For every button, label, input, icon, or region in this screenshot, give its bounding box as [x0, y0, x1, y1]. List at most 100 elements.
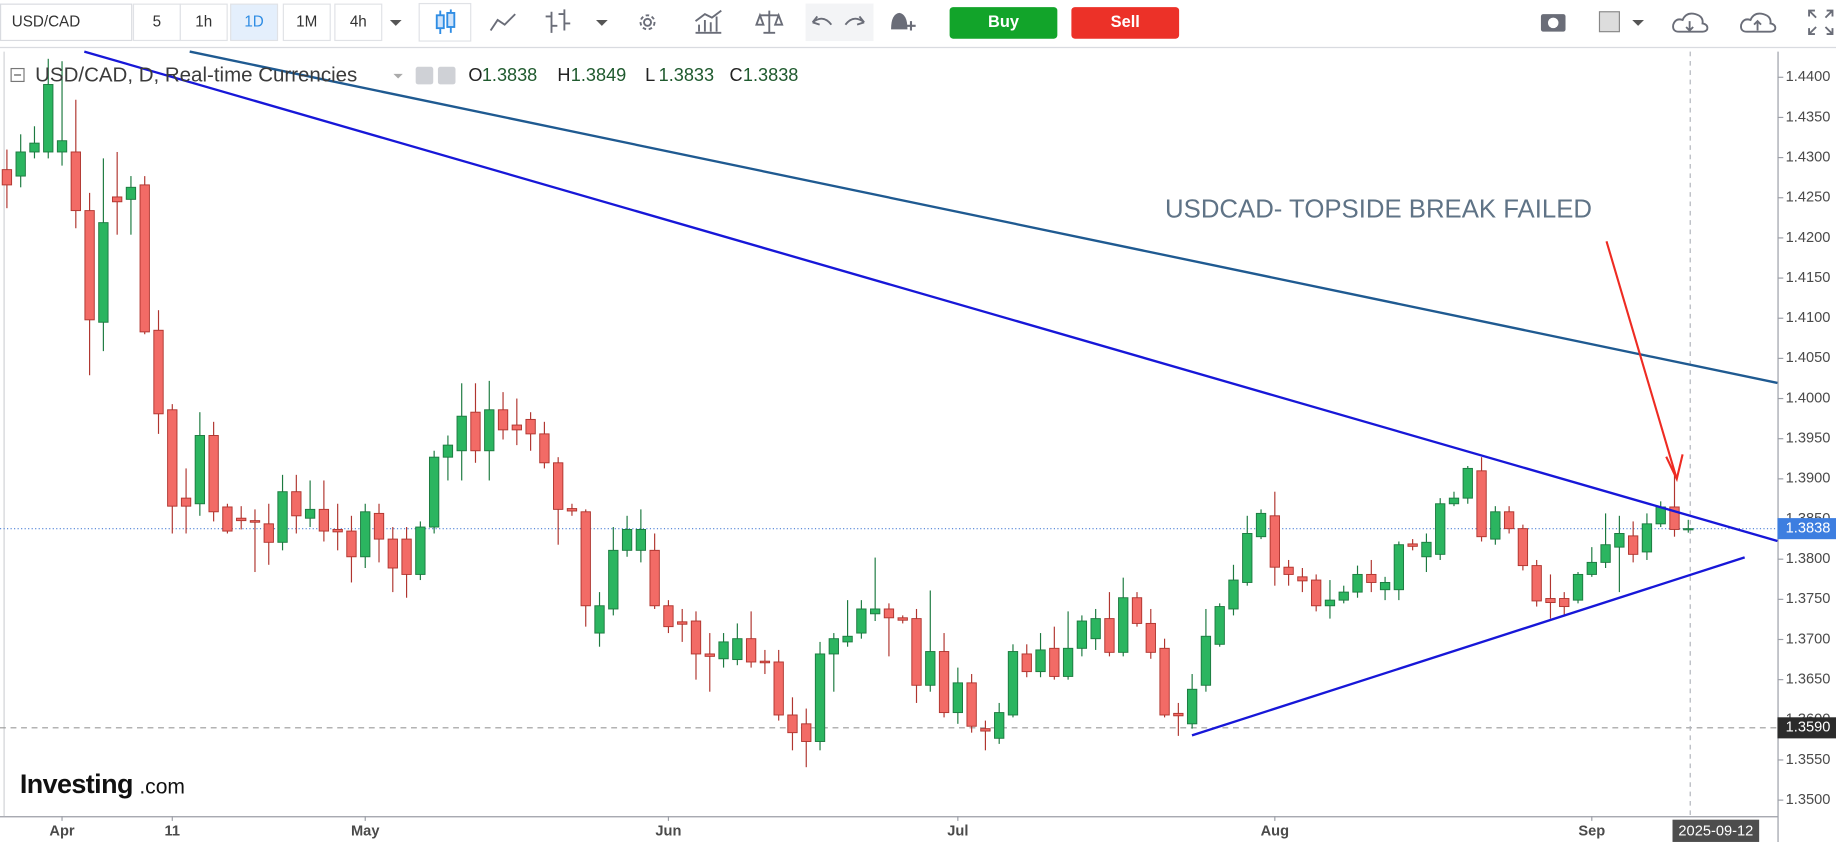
buy-label[interactable]: Buy — [988, 13, 1020, 31]
interval-button[interactable] — [334, 3, 383, 42]
interval-button[interactable] — [179, 3, 228, 42]
y-tick-label: 1.4350 — [1786, 109, 1831, 125]
candle-body — [677, 621, 688, 625]
camera-lens — [1547, 17, 1559, 29]
candle-body — [925, 651, 936, 686]
eye-icon[interactable] — [415, 66, 434, 85]
y-tick-label: 1.3900 — [1786, 471, 1831, 487]
candle-body — [1393, 544, 1405, 591]
candle-body — [732, 638, 743, 661]
candle-body — [318, 508, 330, 532]
candle-body — [1297, 576, 1308, 582]
candle-body — [428, 456, 440, 528]
candle-body — [1503, 511, 1515, 530]
cloud-download-icon[interactable] — [1672, 12, 1709, 33]
interval-label[interactable]: 1h — [195, 13, 212, 30]
ohlc-value: 1.3849 — [571, 65, 626, 85]
candle-body — [291, 491, 302, 517]
redo-icon[interactable] — [844, 15, 865, 26]
chart-title: USD/CAD, D, Real-time Currencies — [35, 64, 357, 87]
support-trendline — [1191, 556, 1746, 737]
settings-icon[interactable] — [639, 14, 656, 31]
indicator-icon[interactable] — [694, 9, 722, 34]
candle-body — [1035, 649, 1046, 673]
candle-body — [29, 142, 40, 153]
interval-label[interactable]: 5 — [153, 13, 161, 30]
candle-body — [635, 528, 647, 551]
candle-icon-btn[interactable] — [418, 2, 472, 42]
fullscreen-icon[interactable] — [1808, 9, 1834, 35]
interval-button[interactable] — [132, 3, 181, 42]
candle-body — [43, 84, 54, 153]
y-tick-label: 1.4250 — [1786, 190, 1831, 206]
candle-body — [594, 605, 605, 634]
candle-body — [112, 196, 123, 203]
symbol[interactable]: USD/CAD — [12, 13, 81, 30]
candle-body — [856, 608, 867, 634]
candle-body — [801, 723, 812, 742]
interval-label[interactable]: 4h — [350, 13, 367, 30]
candle-body — [401, 538, 412, 575]
candle-body — [1655, 506, 1666, 525]
candle-body — [415, 526, 426, 575]
right-icons — [1540, 9, 1834, 35]
candle-body — [1572, 573, 1584, 601]
bar-icon[interactable] — [545, 9, 571, 33]
ohlc-letter: H — [557, 65, 570, 85]
candle-body — [1283, 566, 1294, 575]
candle-body — [787, 714, 798, 734]
interval-button[interactable] — [282, 3, 331, 42]
buy-button[interactable] — [949, 7, 1058, 39]
candle-body — [663, 605, 674, 628]
candle-body — [1062, 647, 1074, 677]
dropdown[interactable] — [595, 19, 608, 26]
cloud-upload-icon[interactable] — [1740, 12, 1777, 33]
undo-icon[interactable] — [811, 15, 833, 26]
candle-body — [1490, 511, 1501, 540]
x-tick-label: Apr — [49, 823, 74, 839]
sell-label[interactable]: Sell — [1111, 13, 1140, 31]
y-tick-label: 1.4050 — [1786, 350, 1831, 366]
candle-body — [1186, 688, 1198, 725]
ohlc-value: 1.3838 — [743, 65, 798, 85]
candle-body — [1614, 533, 1625, 548]
dropdown[interactable] — [1632, 19, 1644, 26]
gear-icon[interactable] — [437, 66, 456, 85]
interval-label[interactable]: 1M — [296, 13, 317, 30]
candle-body — [1324, 599, 1336, 607]
interval-label[interactable]: 1D — [244, 13, 263, 30]
y-tick-label: 1.3650 — [1786, 672, 1831, 688]
watermark-brand: Investing — [20, 769, 133, 799]
candle-body — [1600, 544, 1611, 563]
candle-body — [525, 418, 536, 435]
sell-button[interactable] — [1071, 7, 1180, 39]
candle-body — [1228, 579, 1239, 610]
line-icon[interactable] — [489, 13, 516, 32]
color-icon[interactable] — [1598, 11, 1620, 33]
title-dropdown[interactable] — [393, 73, 403, 79]
candle-body — [1173, 712, 1184, 717]
candle-body — [1352, 573, 1363, 593]
candle-body — [966, 682, 977, 727]
candle-body — [1145, 622, 1156, 653]
candle-body — [1338, 591, 1349, 601]
candle-body — [759, 660, 771, 664]
candle-body — [814, 653, 826, 742]
symbol-box[interactable] — [0, 3, 133, 42]
x-tick-label: Jun — [655, 823, 681, 839]
candle-body — [1118, 597, 1129, 653]
dropdown[interactable] — [389, 19, 402, 26]
candle-body — [1007, 651, 1019, 716]
alert-icon[interactable] — [891, 12, 908, 30]
candle-body — [442, 444, 454, 458]
candle-body — [1366, 573, 1377, 583]
candle-body — [621, 528, 633, 551]
candle-body — [1517, 528, 1529, 567]
candle-body — [1021, 653, 1032, 673]
interval-button[interactable] — [230, 3, 279, 42]
candle-body — [897, 617, 908, 621]
candle-body — [870, 608, 881, 615]
x-tick-label: Jul — [947, 823, 968, 839]
compare-icon[interactable] — [755, 10, 784, 34]
